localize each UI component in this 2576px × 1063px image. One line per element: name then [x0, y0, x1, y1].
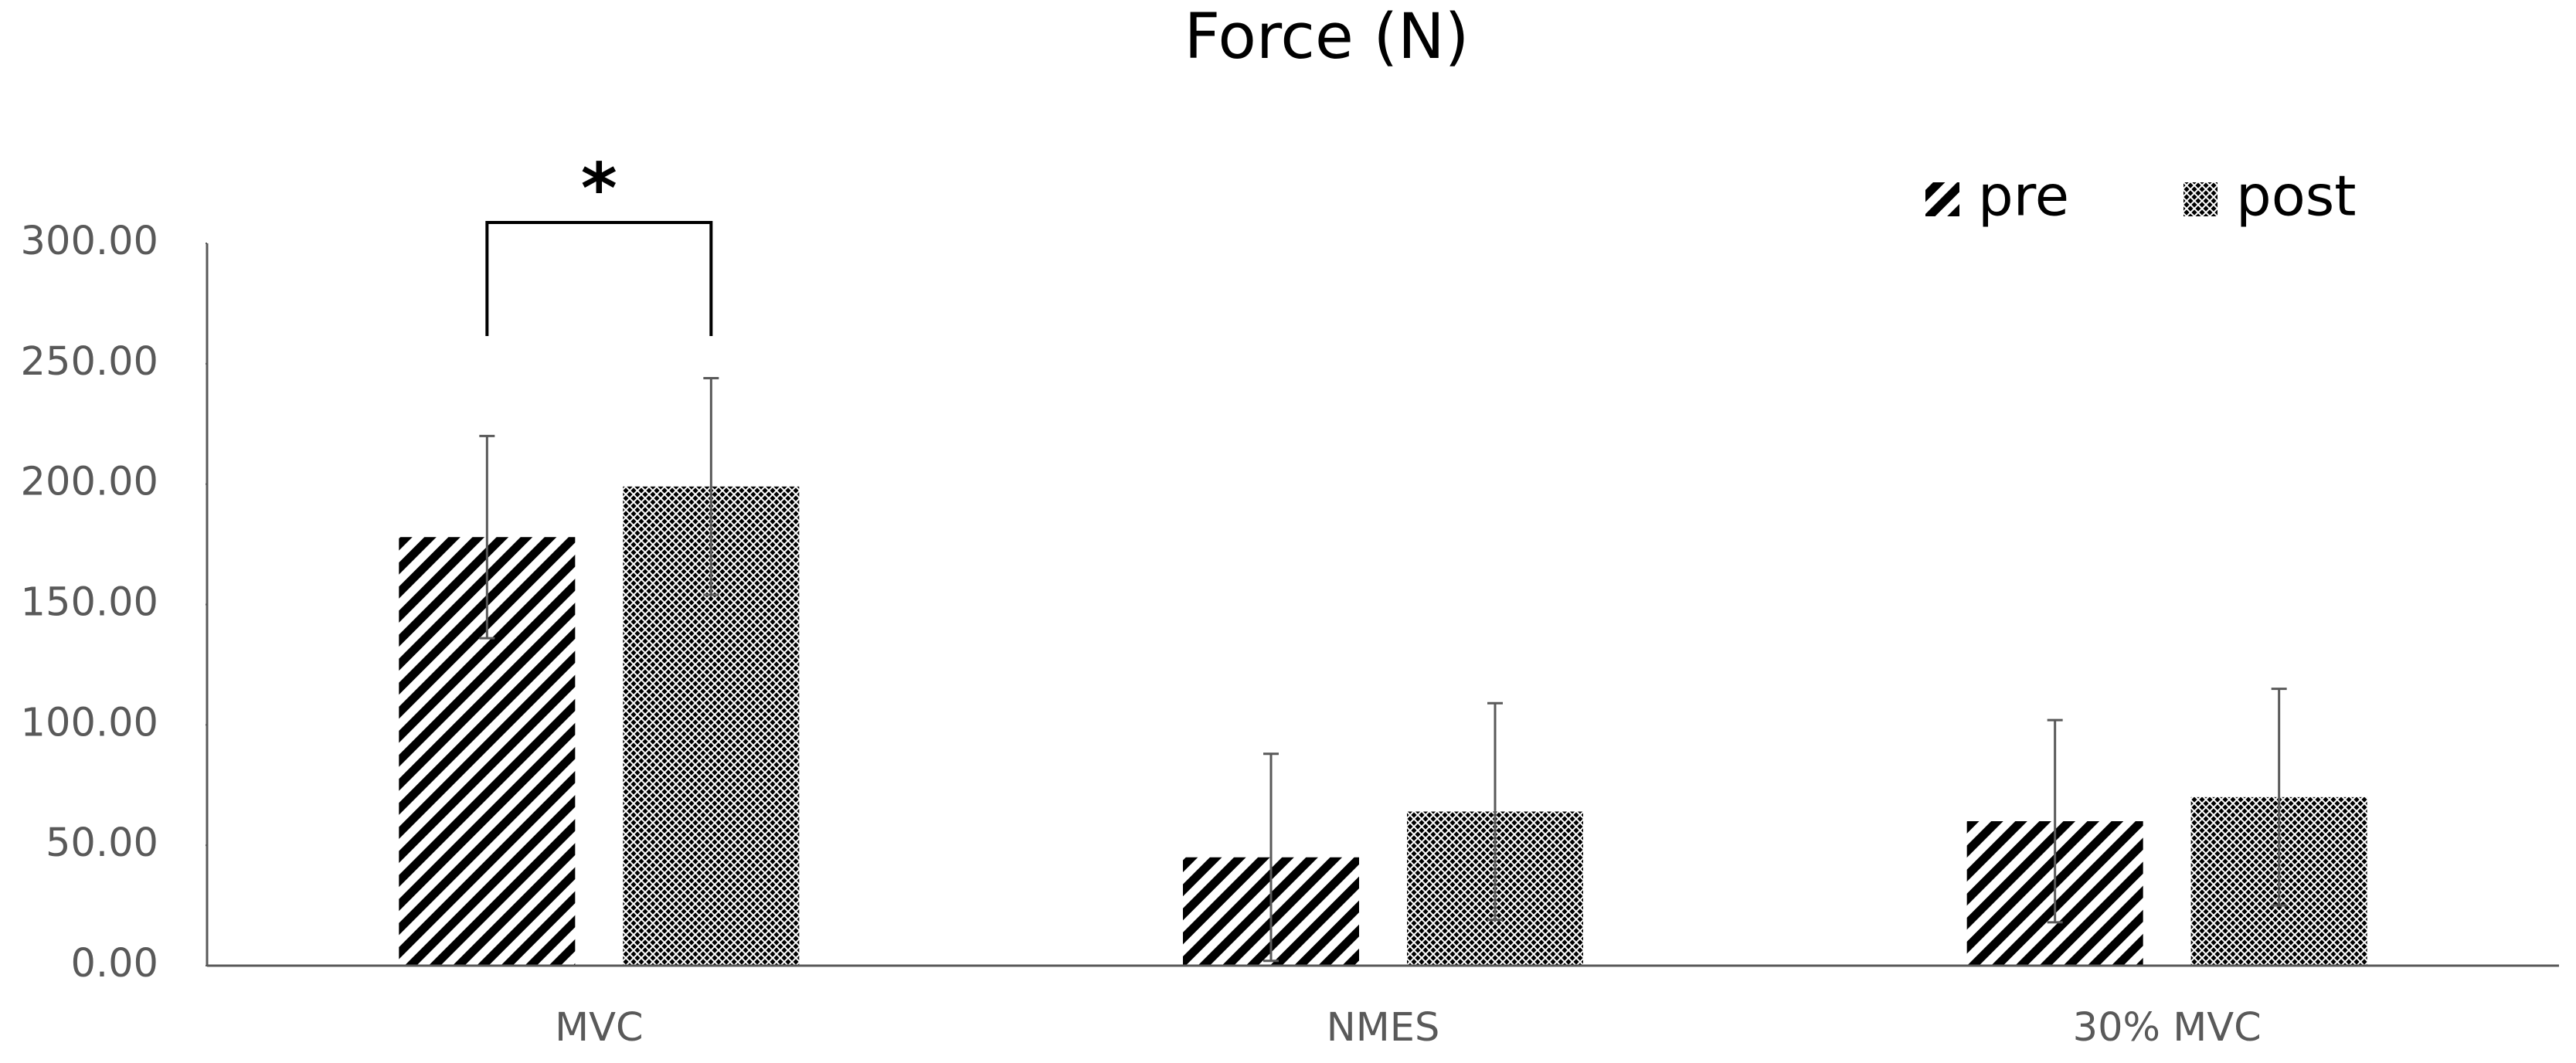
legend-swatch: [1925, 182, 1959, 216]
legend-label: pre: [1978, 164, 2069, 229]
x-tick-label: NMES: [1327, 1005, 1440, 1051]
x-tick-label: 30% MVC: [2073, 1005, 2262, 1051]
annotation: *: [581, 148, 617, 229]
y-tick-label: 50.00: [46, 820, 158, 866]
chart-title: Force (N): [1184, 1, 1470, 73]
significance-bracket: [485, 221, 713, 336]
y-tick-label: 100.00: [21, 700, 158, 745]
legend-label: post: [2236, 164, 2357, 229]
x-tick-label: MVC: [555, 1005, 644, 1051]
legend-swatch: [2183, 182, 2217, 216]
y-tick-label: 150.00: [21, 580, 158, 626]
y-tick-label: 0.00: [70, 941, 158, 987]
y-tick-label: 250.00: [21, 339, 158, 385]
y-tick-label: 200.00: [21, 460, 158, 505]
y-tick-label: 300.00: [21, 219, 158, 264]
